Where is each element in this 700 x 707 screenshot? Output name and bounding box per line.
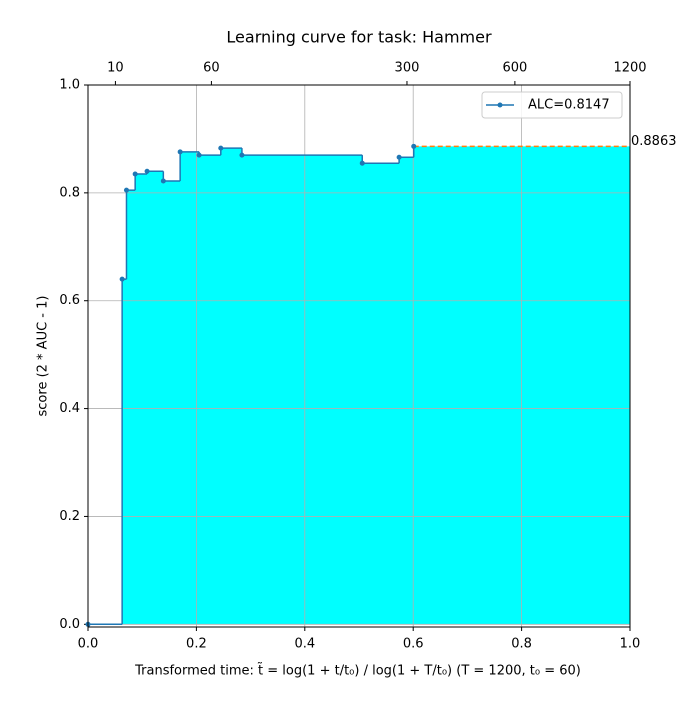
point — [239, 152, 245, 158]
point — [411, 143, 417, 149]
y-axis-label: score (2 * AUC - 1) — [36, 296, 51, 417]
point — [359, 160, 365, 166]
point — [218, 145, 224, 151]
point — [396, 154, 402, 160]
x2-tick-label: 1200 — [613, 61, 646, 76]
area-fill — [88, 146, 630, 625]
legend-marker — [497, 102, 503, 108]
x2-tick-label: 10 — [107, 61, 124, 76]
point — [132, 171, 138, 177]
legend-label: ALC=0.8147 — [528, 98, 610, 113]
x2-tick-label: 600 — [502, 61, 527, 76]
y-tick-label: 1.0 — [59, 78, 80, 93]
y-tick-label: 0.6 — [59, 293, 80, 308]
point — [119, 276, 125, 282]
x-tick-label: 0.0 — [78, 637, 99, 652]
x2-tick-label: 60 — [203, 61, 220, 76]
x2-tick-label: 300 — [395, 61, 420, 76]
y-tick-label: 0.0 — [59, 617, 80, 632]
plot-frame — [87, 84, 631, 628]
y-tick-label: 0.2 — [59, 509, 80, 524]
x-tick-label: 1.0 — [620, 637, 641, 652]
point — [160, 178, 166, 184]
point — [196, 152, 202, 158]
final-label: 0.8863 — [631, 134, 677, 149]
point — [123, 187, 129, 193]
x-tick-label: 0.2 — [186, 637, 207, 652]
legend-box — [481, 91, 623, 119]
x-tick-label: 0.6 — [403, 637, 424, 652]
point — [144, 168, 150, 174]
y-tick-label: 0.4 — [59, 401, 80, 416]
point — [177, 149, 183, 155]
x-axis-label: Transformed time: t̃ = log(1 + t/t₀) / l… — [134, 663, 581, 678]
x-tick-label: 0.8 — [511, 637, 532, 652]
chart-title: Learning curve for task: Hammer — [226, 28, 492, 47]
y-tick-label: 0.8 — [59, 185, 80, 200]
x-tick-label: 0.4 — [294, 637, 315, 652]
